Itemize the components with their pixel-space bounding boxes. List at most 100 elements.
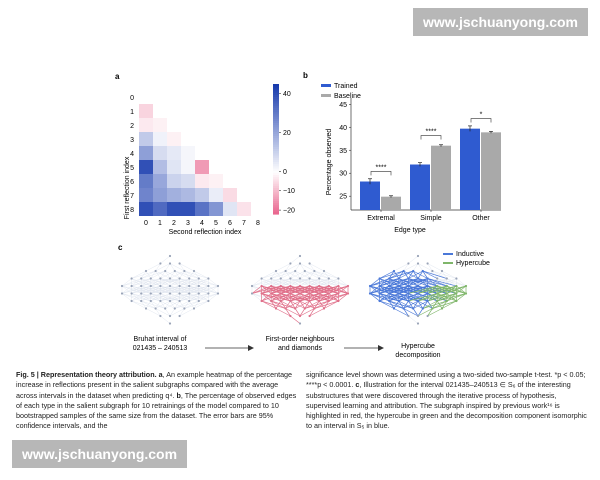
graph-node [149,284,152,288]
heatmap-cell [153,188,167,202]
caption-c-label: c [355,380,360,390]
heatmap-cell [181,174,195,188]
graph-node [270,284,273,288]
graph-node [303,307,306,310]
heatmap-cell [195,174,209,188]
graph-node [270,292,273,295]
bar-xlabel: Edge type [394,227,426,234]
colorbar-segment [273,136,279,139]
colorbar-segment [273,162,279,165]
colorbar-segment [273,155,279,159]
graph-2-sublabel: and diamonds [278,345,322,352]
heatmap-cell [139,188,153,202]
graph-node [164,269,167,273]
graph-node [318,284,321,288]
graph-node [159,314,162,318]
graph-node [140,292,143,295]
graph-node [407,299,410,303]
panel-a-label: a [115,72,120,81]
heatmap-cell [195,188,209,202]
graph-node [436,299,439,303]
graph-node [149,292,152,295]
colorbar-segment [273,103,279,107]
graph-node [388,292,391,295]
graph-node [130,277,133,280]
arrow-1 [205,345,254,351]
graph-node [149,299,152,303]
legend-hypercube-label: Hypercube [456,260,490,267]
heatmap-cell [167,160,181,174]
legend-baseline-swatch [321,94,331,97]
heatmap-ytick: 1 [130,109,134,116]
heatmap-ytick: 0 [130,95,134,102]
graph-node [260,277,263,280]
colorbar-segment [273,203,279,206]
graph-node [327,284,330,288]
heatmap-cell [209,202,223,216]
graph-node [168,322,172,325]
graph-node [168,314,172,318]
colorbar-segment [273,190,279,193]
colorbar-segment [273,170,279,174]
graph-node [440,307,444,310]
heatmap-cell [181,202,195,216]
heatmap-cell [181,146,195,160]
caption-significance-text: significance level shown was determined … [306,370,586,390]
graph-node [159,299,162,303]
heatmap-cell [167,188,181,202]
graph-node [426,262,429,265]
colorbar-segment [273,209,279,213]
graph-node [207,299,210,303]
graph-node [298,292,302,295]
graph-node [144,269,148,273]
graph-node [197,299,200,303]
graph-node [412,307,415,310]
colorbar-segment [273,138,279,141]
graph-node [308,284,311,288]
graph-node [188,277,191,280]
heatmap-xtick: 7 [242,220,246,227]
colorbar-segment [273,168,279,172]
graph-node [397,284,400,288]
graph-node [436,277,439,280]
legend-baseline-label: Baseline [334,93,361,100]
graph-node [120,292,124,295]
colorbar-segment [273,131,279,135]
graph-node [337,277,340,280]
colorbar-segment [273,211,279,215]
colorbar-segment [273,114,279,118]
graph-node [464,284,468,288]
colorbar-segment [273,123,279,126]
graph-node [378,284,381,288]
graph-node [421,269,424,273]
bar-ytick: 25 [339,194,347,201]
colorbar-tick-label: 0 [283,169,287,176]
colorbar-segment [273,207,279,211]
colorbar-segment [273,164,279,167]
colorbar-segment [273,172,279,176]
graph-node [327,277,330,280]
graph-node [308,262,311,265]
graph-node [298,299,302,303]
graph-node [431,269,434,273]
heatmap-xtick: 0 [144,220,148,227]
graph-node [388,299,391,303]
heatmap-cell [181,188,195,202]
heatmap-cell [153,146,167,160]
graph-node [416,277,420,280]
neighbours-diamonds-graph [250,254,350,325]
colorbar-segment [273,146,279,150]
graph-3-label: Hypercube [401,343,435,350]
graph-node [250,284,254,288]
graph-1-sublabel: 021435 – 240513 [133,345,188,352]
colorbar-segment [273,175,279,178]
heatmap-cell [223,202,237,216]
graph-node [140,284,143,288]
graph-node [337,284,340,288]
colorbar-segment [273,140,279,144]
graph-node [436,284,439,288]
colorbar-segment [273,133,279,137]
graph-node [368,284,372,288]
bar-ylabel: Percentage observed [326,129,333,196]
bruhat-interval-graph [120,254,220,325]
